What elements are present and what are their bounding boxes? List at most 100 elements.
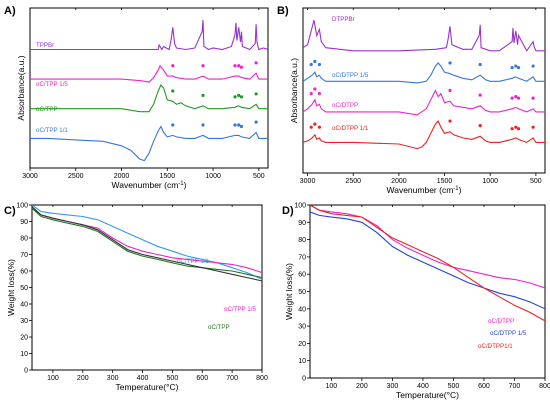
x-tick-label-b: 1500: [437, 178, 453, 185]
series-label-a-0: TPPBr: [36, 42, 54, 49]
y-tick-label-d: 40: [298, 306, 306, 313]
peak-marker-b-3-6: [514, 125, 518, 129]
series-line-c-1: [32, 207, 262, 274]
y-tick-label-c: 40: [20, 302, 28, 309]
x-tick-label-d: 400: [417, 383, 429, 390]
peak-marker-b-2-3: [448, 88, 452, 93]
peak-marker-b-2-4: [478, 93, 482, 97]
x-axis-title-b: Wavenumber (cm-1): [387, 185, 462, 195]
x-tick-label-b: 3000: [300, 178, 316, 185]
peak-marker-b-1-0: [309, 62, 313, 67]
series-line-b-0: [303, 20, 545, 52]
peak-marker-b-1-2: [317, 62, 322, 67]
x-axis-title-a: Wavenumber (cm-1): [112, 180, 187, 190]
peak-marker-b-2-7: [516, 96, 521, 100]
x-tick-label-c: 500: [167, 375, 179, 382]
peak-marker-b-2-1: [313, 87, 317, 91]
x-tick-label-c: 100: [47, 375, 59, 382]
x-tick-label-d: 500: [448, 383, 460, 390]
peak-marker-b-2-2: [317, 91, 322, 96]
peak-marker-b-3-8: [531, 125, 535, 129]
y-tick-label-d: 60: [298, 272, 306, 279]
peak-marker-a-2-5: [254, 92, 258, 96]
series-label-a-2: oC/TPP: [36, 106, 58, 113]
peak-marker-a-1-3: [237, 64, 241, 68]
peak-marker-a-1-5: [254, 61, 258, 65]
series-line-d-0: [310, 205, 545, 289]
y-axis-title-d: Weight loss(%): [284, 263, 294, 320]
panel-letter-b: B): [277, 5, 289, 17]
y-axis-title-c: Weight loss(%): [6, 259, 16, 316]
panel-d: D)100 200 300 400 500 600 700 80001020304050607…: [282, 203, 550, 401]
x-axis-title-sup-a: -1: [178, 181, 184, 187]
peak-marker-b-3-5: [510, 127, 514, 131]
x-axis-title-d: Temperature(°C): [396, 390, 459, 400]
x-axis-title-c: Temperature(°C): [116, 382, 179, 392]
series-label-a-1: oC/TPP 1/5: [36, 81, 68, 88]
peak-marker-a-3-3: [237, 123, 241, 127]
peak-marker-b-1-8: [531, 64, 535, 68]
x-tick-label-a: 1000: [205, 173, 221, 180]
x-tick-label-b: 2000: [391, 178, 407, 185]
series-label-c-0: oC/TPP 1/1: [177, 258, 209, 265]
peak-marker-b-3-0: [309, 125, 313, 129]
peak-marker-a-3-1: [201, 123, 205, 127]
peak-marker-a-1-2: [233, 64, 237, 68]
x-tick-label-a: 2000: [114, 173, 130, 180]
x-axis-title-end-b: ): [459, 185, 462, 195]
peak-marker-b-1-5: [510, 65, 514, 70]
peak-marker-a-1-0: [171, 64, 175, 68]
y-axis-title-b: Absorbance(a.u.): [289, 58, 299, 123]
panel-letter-a: A): [4, 5, 16, 17]
peak-marker-a-3-2: [233, 123, 237, 127]
series-line-b-1: [303, 62, 545, 84]
peak-marker-b-1-3: [448, 61, 452, 65]
x-tick-label-d: 100: [326, 383, 338, 390]
peak-marker-b-1-4: [478, 62, 482, 67]
x-tick-label-b: 2500: [345, 178, 361, 185]
x-tick-label-c: 700: [226, 375, 238, 382]
peak-marker-b-1-1: [313, 59, 317, 64]
panel-a: A) 3000 2500 2000 1500 1000 500 Wavenumber (cm-…: [4, 5, 269, 190]
y-tick-label-c: 70: [20, 252, 28, 259]
y-axis-title-a: Absorbance(a.u.): [16, 55, 26, 120]
series-line-b-2: [303, 89, 545, 116]
peak-marker-a-2-4: [239, 95, 244, 99]
peak-marker-a-3-4: [239, 124, 244, 129]
y-tick-label-c: 100: [16, 203, 28, 210]
y-tick-label-c: 50: [20, 285, 28, 292]
peak-marker-b-2-6: [514, 95, 518, 99]
series-label-d-2: oC/DTPP1/1: [478, 343, 513, 350]
y-tick-label-c: 10: [20, 351, 28, 358]
series-line-a-1: [30, 64, 268, 83]
series-line-a-0: [30, 19, 268, 51]
x-tick-label-d: 200: [356, 383, 368, 390]
peak-marker-a-2-0: [171, 89, 175, 93]
x-tick-label-c: 600: [196, 375, 208, 382]
y-tick-label-d: 30: [298, 324, 306, 331]
series-label-b-0: DTPPBr: [332, 16, 355, 23]
x-tick-label-a: 1500: [160, 173, 176, 180]
y-tick-label-c: 80: [20, 236, 28, 243]
peak-marker-b-3-3: [448, 119, 452, 123]
x-tick-label-b: 1000: [482, 178, 498, 185]
peak-marker-a-1-4: [239, 65, 244, 69]
x-axis-title-sup-b: -1: [453, 186, 459, 192]
series-label-d-1: oC/DTPP 1/5: [490, 330, 527, 337]
series-label-d-0: oC/DTPP: [488, 318, 514, 325]
plot-frame-d: [309, 204, 546, 379]
series-label-c-2: oC/TPP: [208, 324, 230, 331]
peak-marker-b-1-7: [516, 65, 521, 70]
panel-b: B) 3000 2500 2000 1500 1000 500 Wavenumber (cm-…: [277, 5, 546, 195]
peak-marker-b-2-0: [309, 91, 313, 96]
plot-frame-a: [29, 7, 269, 169]
peak-marker-a-3-5: [254, 120, 258, 124]
peak-marker-a-3-0: [171, 123, 175, 127]
y-tick-label-d: 20: [298, 341, 306, 348]
series-line-b-3: [303, 120, 545, 150]
series-line-d-2: [310, 205, 545, 322]
y-tick-label-d: 100: [294, 203, 306, 210]
y-tick-label-d: 80: [298, 237, 306, 244]
series-line-d-1: [310, 211, 545, 310]
